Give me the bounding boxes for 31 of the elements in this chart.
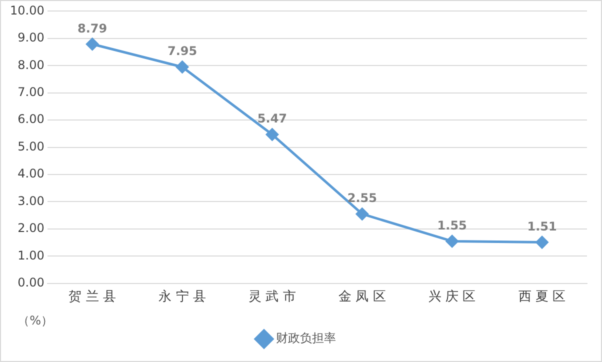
y-tick-label: 10.00 bbox=[10, 3, 44, 18]
y-tick-label: 1.00 bbox=[18, 248, 44, 262]
y-tick-label: 8.00 bbox=[18, 58, 44, 72]
point bbox=[446, 234, 458, 248]
y-tick-label: 9.00 bbox=[18, 30, 44, 45]
x-tick-label: 兴 庆 区 bbox=[428, 290, 476, 305]
x-tick-label: 永 宁 县 bbox=[158, 288, 206, 305]
point bbox=[536, 236, 548, 249]
point bbox=[176, 60, 189, 74]
x-tick-label: 西 夏 区 bbox=[518, 290, 566, 305]
y-tick-label: 2.00 bbox=[18, 221, 44, 236]
y-tick-label: 0.00 bbox=[18, 276, 44, 290]
y-tick-label: 3.00 bbox=[18, 194, 44, 208]
data-label: 2.55 bbox=[347, 191, 377, 206]
point bbox=[356, 208, 368, 220]
point bbox=[86, 38, 99, 50]
point bbox=[266, 128, 278, 141]
y-axis-title: （%） bbox=[18, 314, 54, 328]
y-tick-label: 5.00 bbox=[18, 139, 44, 154]
legend-label: 财政负担率 bbox=[276, 331, 336, 346]
data-label: 7.95 bbox=[167, 44, 198, 58]
data-label: 8.79 bbox=[78, 21, 108, 36]
x-tick-label: 贺 兰 县 bbox=[68, 290, 116, 305]
data-label: 5.47 bbox=[257, 112, 288, 126]
y-tick-label: 4.00 bbox=[18, 166, 44, 181]
x-tick-label: 金 凤 区 bbox=[338, 290, 386, 305]
data-label: 1.55 bbox=[437, 218, 467, 232]
y-tick-label: 6.00 bbox=[18, 112, 44, 126]
data-label: 1.51 bbox=[527, 219, 557, 234]
y-tick-label: 7.00 bbox=[18, 84, 44, 99]
x-tick-label: 灵 武 市 bbox=[248, 290, 296, 305]
